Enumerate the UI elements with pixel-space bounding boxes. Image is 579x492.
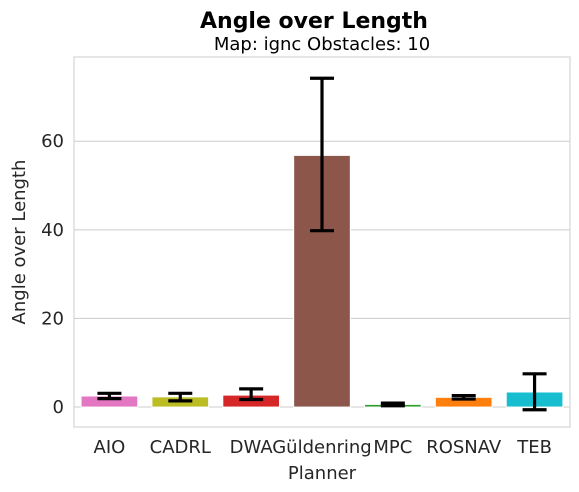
x-tick-label: ROSNAV	[426, 437, 502, 458]
x-tick-labels: AIO CADRL DWA Güldenring MPC ROSNAV TEB	[94, 437, 552, 458]
x-axis-label: Planner	[288, 463, 357, 484]
x-tick-label: DWA	[230, 437, 274, 458]
x-tick-label: AIO	[94, 437, 126, 458]
x-tick-label: Güldenring	[272, 437, 372, 458]
y-tick-labels: 0 20 40 60	[41, 131, 64, 418]
chart-subtitle: Map: ignc Obstacles: 10	[214, 34, 430, 55]
error-bars	[97, 76, 547, 412]
x-tick-label: CADRL	[150, 437, 211, 458]
x-tick-label: MPC	[373, 437, 412, 458]
plot-frame	[73, 56, 571, 428]
y-tick-label: 40	[41, 220, 64, 241]
y-tick-label: 60	[41, 131, 64, 152]
y-axis-label: Angle over Length	[9, 160, 30, 325]
chart-title: Angle over Length	[200, 9, 428, 34]
y-tick-label: 0	[53, 397, 64, 418]
y-tick-label: 20	[41, 308, 64, 329]
x-tick-label: TEB	[516, 437, 552, 458]
